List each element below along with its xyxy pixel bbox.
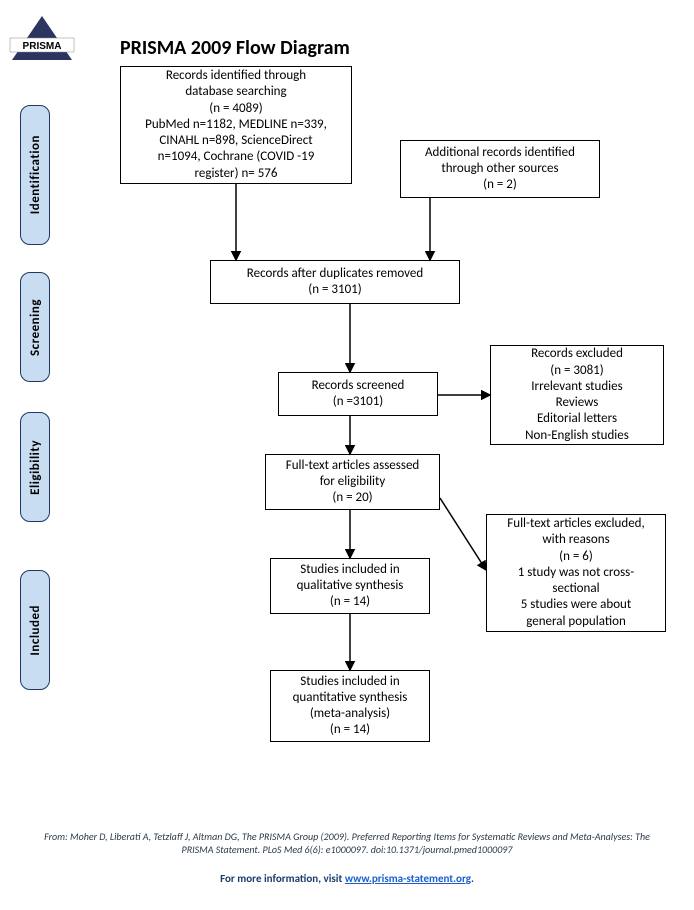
box-line: for eligibility: [320, 474, 386, 490]
box-quantitative: Studies included in quantitative synthes…: [270, 670, 430, 742]
box-line: (n =3101): [333, 394, 383, 410]
box-line: quantitative synthesis: [293, 690, 408, 706]
box-line: Studies included in: [300, 674, 399, 690]
box-qualitative: Studies included in qualitative synthesi…: [270, 558, 430, 614]
box-db-search: Records identified through database sear…: [120, 66, 352, 184]
edge-fulltext-to-excluded: [440, 498, 486, 570]
box-line: (n = 3101): [308, 282, 361, 298]
box-line: sectional: [552, 581, 599, 597]
box-line: with reasons: [542, 532, 609, 548]
page: PRISMA PRISMA 2009 Flow Diagram Identifi…: [0, 0, 694, 910]
more-info-line: For more information, visit www.prisma-s…: [0, 872, 694, 885]
box-excluded-screen: Records excluded (n = 3081) Irrelevant s…: [490, 345, 664, 445]
box-line: Records identified through: [166, 68, 306, 84]
box-line: Studies included in: [300, 562, 399, 578]
box-line: Irrelevant studies: [531, 379, 622, 395]
stage-label-identification: Identification: [20, 105, 50, 245]
box-line: (n = 14): [330, 594, 370, 610]
box-fulltext: Full-text articles assessed for eligibil…: [265, 454, 440, 510]
box-content: Records excluded (n = 3081) Irrelevant s…: [499, 346, 655, 444]
box-line: Non-English studies: [525, 428, 629, 444]
box-line: Additional records identified: [425, 145, 575, 161]
box-content: Records after duplicates removed (n = 31…: [219, 266, 451, 299]
box-content: Full-text articles excluded, with reason…: [495, 516, 657, 630]
box-line: Reviews: [556, 395, 599, 411]
box-line: (n = 2): [483, 177, 517, 193]
box-line: Full-text articles excluded,: [507, 516, 644, 532]
more-info-link[interactable]: www.prisma-statement.org: [345, 872, 471, 885]
box-line: register) n= 576: [195, 166, 278, 182]
box-line: (n = 20): [332, 490, 372, 506]
svg-text:PRISMA: PRISMA: [23, 41, 62, 52]
page-title: PRISMA 2009 Flow Diagram: [120, 36, 350, 60]
box-line: CINAHL n=898, ScienceDirect: [159, 133, 312, 149]
citation-body: Moher D, Liberati A, Tetzlaff J, Altman …: [70, 830, 650, 856]
box-content: Records screened (n =3101): [287, 378, 429, 411]
box-line: n=1094, Cochrane (COVID -19: [158, 149, 315, 165]
box-content: Additional records identified through ot…: [409, 145, 591, 194]
box-line: through other sources: [441, 161, 558, 177]
box-line: 5 studies were about: [521, 597, 631, 613]
box-line: (n = 6): [559, 549, 593, 565]
stage-label-text: Eligibility: [28, 440, 43, 495]
box-line: Records screened: [312, 378, 405, 394]
box-line: Editorial letters: [537, 411, 617, 427]
stage-label-text: Screening: [28, 299, 43, 356]
box-line: general population: [526, 614, 626, 630]
stage-label-eligibility: Eligibility: [20, 412, 50, 522]
box-screened: Records screened (n =3101): [278, 372, 438, 416]
more-info-suffix: .: [471, 872, 474, 885]
stage-label-included: Included: [20, 570, 50, 690]
box-line: 1 study was not cross-: [518, 565, 635, 581]
box-line: (meta-analysis): [310, 706, 390, 722]
stage-label-text: Identification: [28, 135, 43, 214]
stage-label-screening: Screening: [20, 272, 50, 382]
citation-from-label: From:: [44, 830, 68, 843]
box-dedup: Records after duplicates removed (n = 31…: [210, 260, 460, 304]
box-other-sources: Additional records identified through ot…: [400, 140, 600, 198]
box-line: (n = 3081): [550, 363, 603, 379]
box-content: Studies included in qualitative synthesi…: [279, 562, 421, 611]
stage-label-text: Included: [28, 605, 43, 656]
box-line: Records excluded: [531, 346, 623, 362]
box-line: PubMed n=1182, MEDLINE n=339,: [145, 117, 327, 133]
box-line: (n = 14): [330, 722, 370, 738]
box-excluded-fulltext: Full-text articles excluded, with reason…: [486, 514, 666, 632]
box-content: Full-text articles assessed for eligibil…: [274, 458, 431, 507]
box-line: Records after duplicates removed: [247, 266, 423, 282]
box-line: qualitative synthesis: [297, 578, 404, 594]
box-line: database searching: [185, 84, 286, 100]
more-info-prefix: For more information, visit: [220, 872, 345, 885]
citation-text: From: Moher D, Liberati A, Tetzlaff J, A…: [40, 830, 654, 856]
box-line: (n = 4089): [209, 101, 262, 117]
box-content: Records identified through database sear…: [129, 68, 343, 182]
prisma-logo: PRISMA: [8, 14, 76, 64]
box-content: Studies included in quantitative synthes…: [279, 674, 421, 739]
box-line: Full-text articles assessed: [286, 458, 420, 474]
